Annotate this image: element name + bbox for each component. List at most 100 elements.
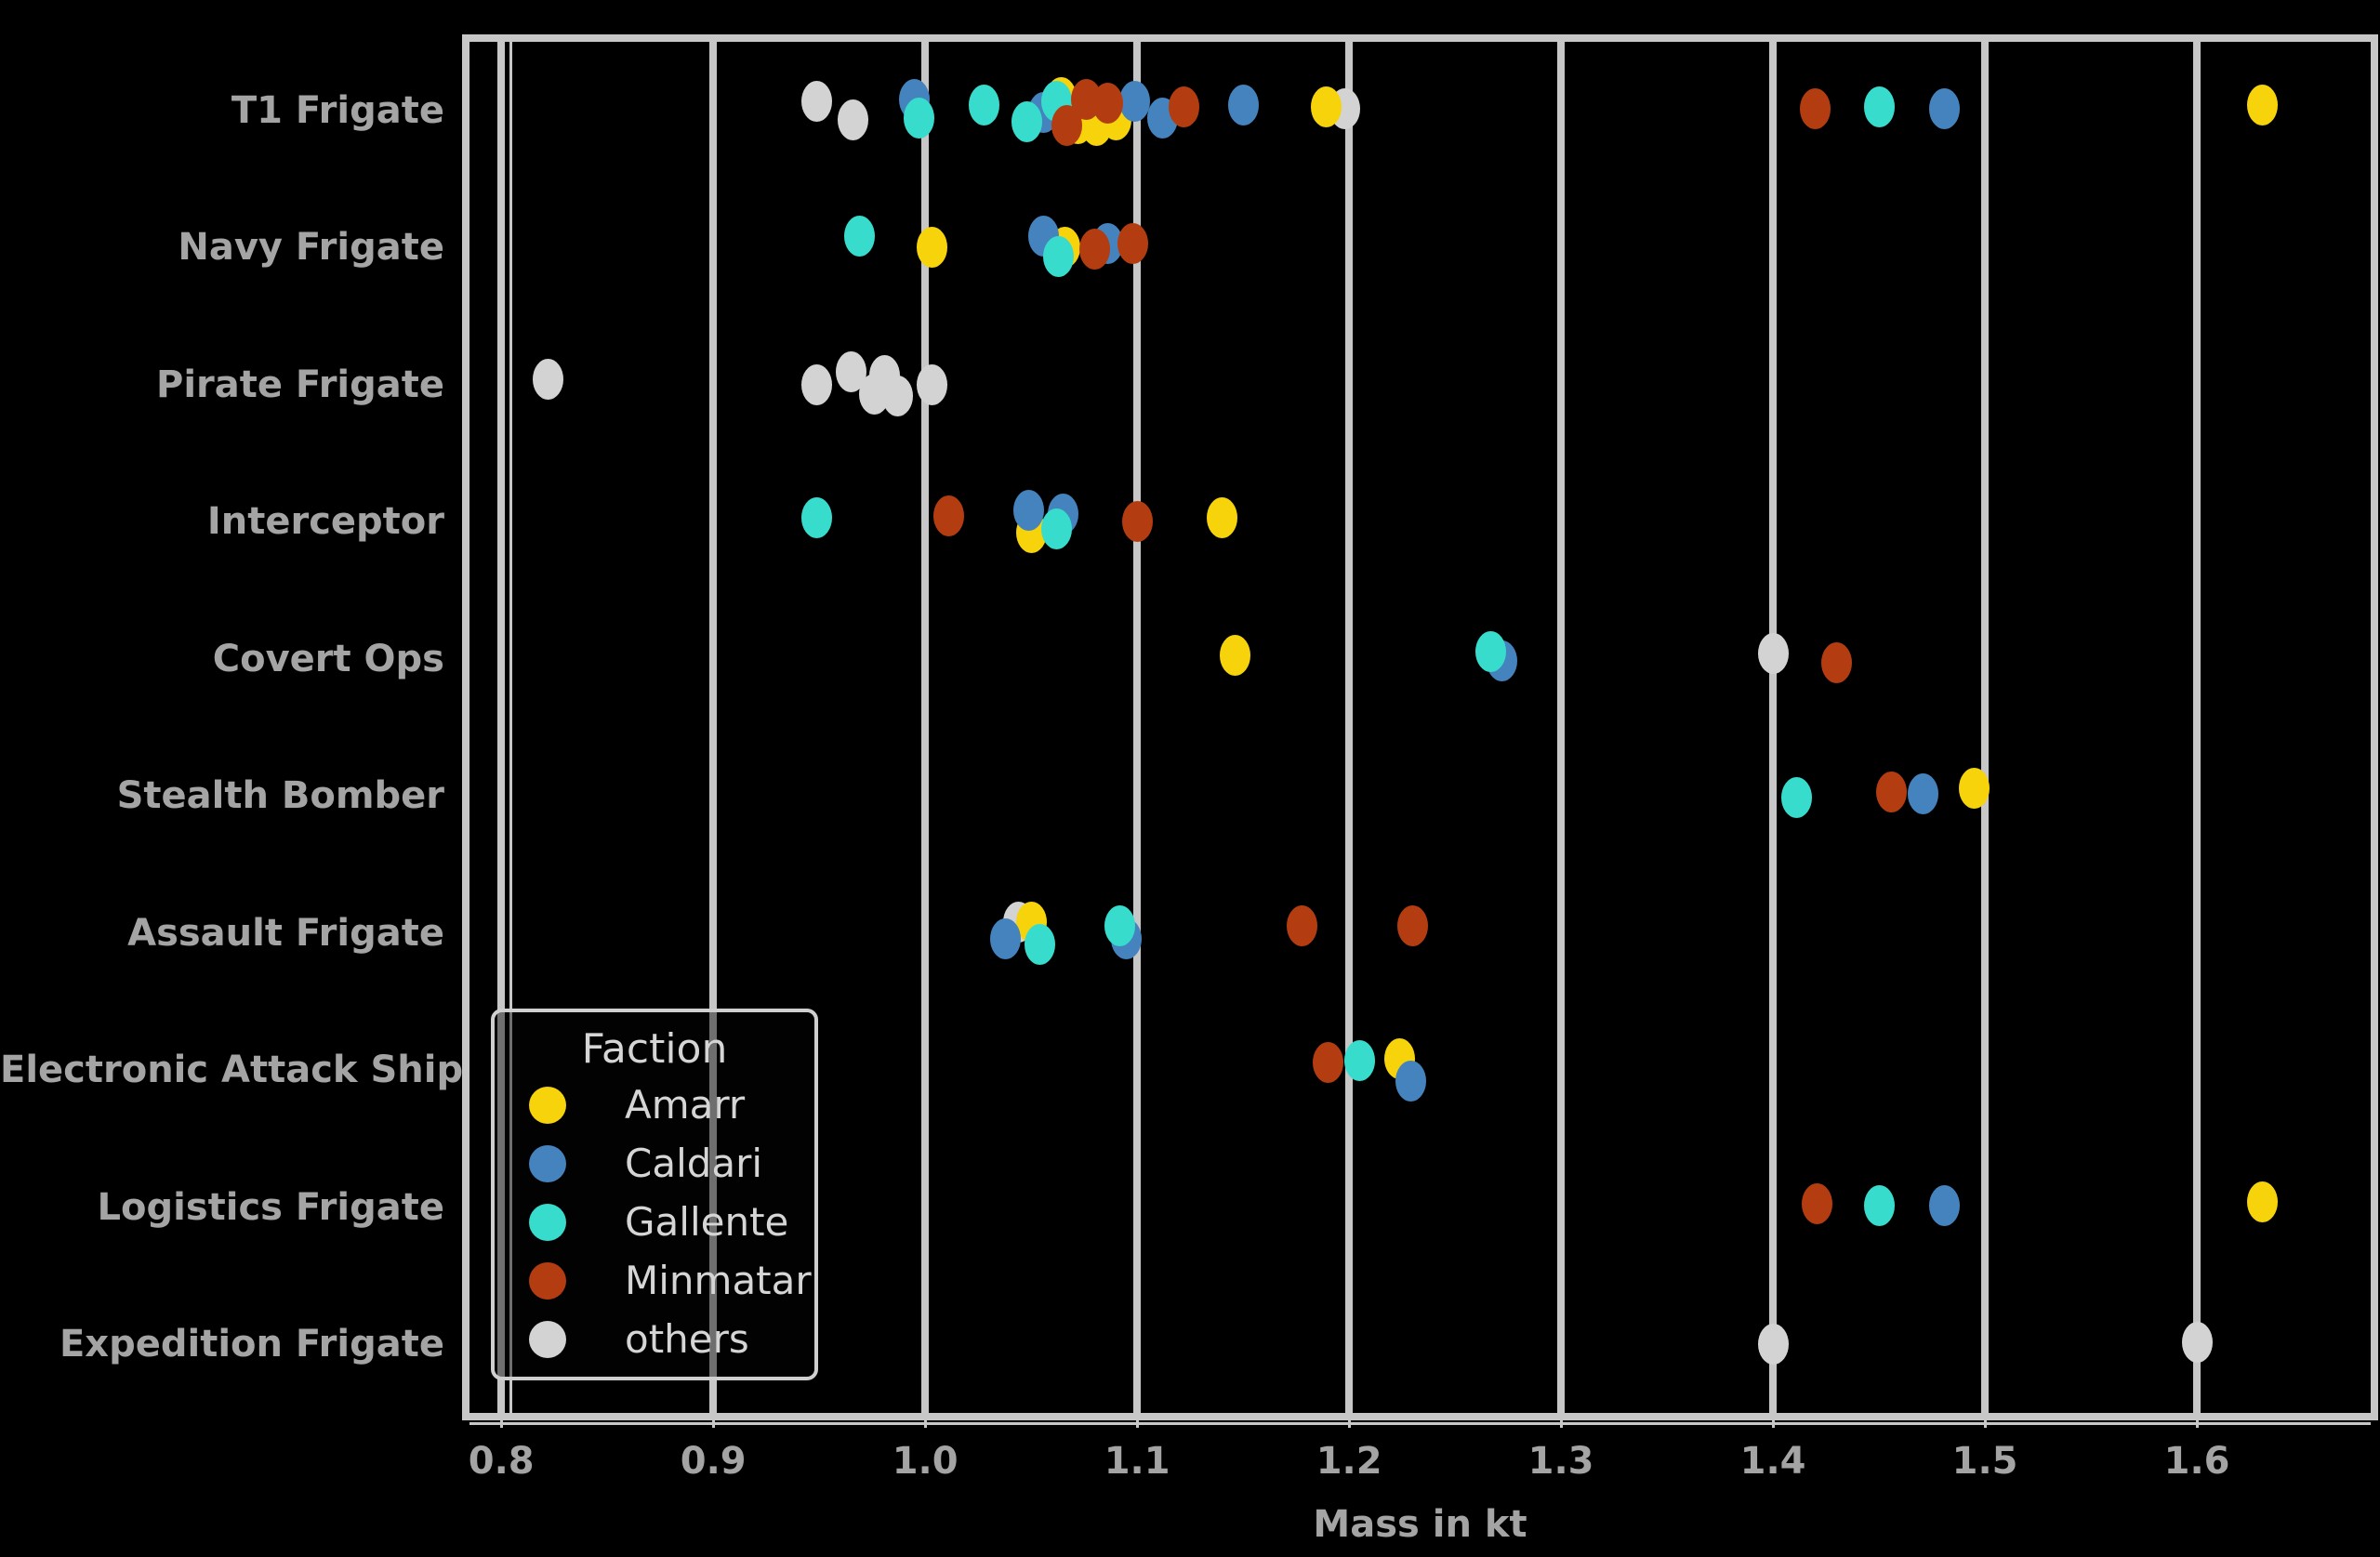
x-tickmark-0.8 xyxy=(499,1413,503,1428)
legend-swatch-icon xyxy=(529,1203,566,1241)
x-gridline-1.3 xyxy=(1557,42,1566,1413)
legend-swatch-icon xyxy=(529,1086,566,1124)
data-point-others xyxy=(882,375,914,416)
x-tick-label-0.9: 0.9 xyxy=(680,1440,747,1483)
legend-item-label: Amarr xyxy=(625,1082,746,1128)
x-gridline-1.4 xyxy=(1769,42,1778,1413)
data-point-gallente xyxy=(843,216,875,257)
data-point-minmatar xyxy=(1802,1182,1833,1224)
data-point-minmatar xyxy=(1287,904,1318,946)
x-gridline-0.8 xyxy=(497,42,506,1413)
data-point-amarr xyxy=(2247,1181,2279,1222)
data-point-minmatar xyxy=(1876,772,1908,813)
data-point-gallente xyxy=(969,84,1000,125)
data-point-amarr xyxy=(1219,634,1250,676)
x-tick-label-1.4: 1.4 xyxy=(1739,1440,1806,1483)
y-category-label: Navy Frigate xyxy=(178,226,444,270)
legend-swatch-icon xyxy=(529,1261,566,1300)
data-point-gallente xyxy=(903,97,934,139)
x-axis-label: Mass in kt xyxy=(1313,1503,1527,1546)
data-point-caldari xyxy=(1227,84,1259,125)
x-tick-label-1.2: 1.2 xyxy=(1316,1440,1382,1483)
x-tick-label-1.6: 1.6 xyxy=(2163,1440,2230,1483)
legend-item-minmatar: Minmatar xyxy=(495,1251,814,1310)
x-tick-label-1.3: 1.3 xyxy=(1527,1440,1594,1483)
x-gridline-1.0 xyxy=(921,42,930,1413)
data-point-gallente xyxy=(1043,236,1075,278)
data-point-others xyxy=(838,99,869,140)
x-tickmark-1.2 xyxy=(1347,1413,1351,1428)
data-point-caldari xyxy=(1929,1184,1961,1226)
data-point-gallente xyxy=(1863,86,1895,127)
bottom-axis-thin-line xyxy=(469,1422,2371,1425)
x-tickmark-0.9 xyxy=(711,1413,715,1428)
data-point-minmatar xyxy=(1397,904,1429,946)
x-tickmark-1.0 xyxy=(923,1413,927,1428)
data-point-gallente xyxy=(1012,100,1043,142)
x-gridline-1.2 xyxy=(1345,42,1354,1413)
x-tick-label-1.1: 1.1 xyxy=(1104,1440,1170,1483)
legend-title: Faction xyxy=(581,1025,728,1073)
x-gridline-1.1 xyxy=(1133,42,1142,1413)
data-point-caldari xyxy=(990,917,1022,959)
data-point-others xyxy=(1757,1324,1789,1366)
legend-item-caldari: Caldari xyxy=(495,1134,814,1193)
y-category-label: Electronic Attack Ship xyxy=(0,1049,464,1092)
y-category-label: Logistics Frigate xyxy=(97,1185,444,1229)
x-tick-label-1.5: 1.5 xyxy=(1951,1440,2018,1483)
data-point-amarr xyxy=(1310,86,1342,127)
data-point-caldari xyxy=(1119,80,1151,122)
legend-swatch-icon xyxy=(529,1144,566,1182)
x-tickmark-1.5 xyxy=(1983,1413,1987,1428)
data-point-minmatar xyxy=(1117,223,1149,265)
data-point-minmatar xyxy=(1091,82,1123,124)
legend-item-amarr: Amarr xyxy=(495,1075,814,1134)
data-point-amarr xyxy=(2247,84,2279,125)
data-point-others xyxy=(801,363,833,405)
data-point-caldari xyxy=(1908,773,1939,815)
legend-item-gallente: Gallente xyxy=(495,1193,814,1251)
legend-items: Amarr Caldari Gallente Minmatar others xyxy=(495,1075,814,1368)
x-tickmark-1.3 xyxy=(1559,1413,1563,1428)
legend-swatch-icon xyxy=(529,1320,566,1358)
legend-item-others: others xyxy=(495,1310,814,1368)
legend: Faction Amarr Caldari Gallente Minmatar othe… xyxy=(491,1009,818,1380)
x-tickmark-1.6 xyxy=(2195,1413,2199,1428)
data-point-minmatar xyxy=(932,495,964,537)
x-gridline-1.5 xyxy=(1981,42,1990,1413)
plot-frame xyxy=(462,34,2378,1420)
data-point-gallente xyxy=(1863,1184,1895,1226)
data-point-gallente xyxy=(1024,923,1055,965)
data-point-minmatar xyxy=(1079,229,1111,270)
legend-item-label: Minmatar xyxy=(625,1258,812,1303)
data-point-gallente xyxy=(1041,508,1072,550)
x-gridline-1.6 xyxy=(2193,42,2202,1413)
data-point-gallente xyxy=(1780,777,1812,819)
data-point-others xyxy=(1757,632,1789,674)
data-point-minmatar xyxy=(1121,501,1153,543)
data-point-caldari xyxy=(1395,1061,1426,1102)
data-point-others xyxy=(916,363,947,405)
data-point-caldari xyxy=(1013,490,1045,532)
data-point-gallente xyxy=(1344,1040,1376,1082)
data-point-gallente xyxy=(1475,630,1507,672)
data-point-gallente xyxy=(801,497,833,539)
legend-item-label: Gallente xyxy=(625,1199,789,1245)
y-category-label: Stealth Bomber xyxy=(116,774,444,818)
legend-item-label: others xyxy=(625,1316,749,1362)
y-category-label: Pirate Frigate xyxy=(156,363,444,406)
y-category-label: Assault Frigate xyxy=(127,911,444,955)
left-axis-thin-line xyxy=(509,42,513,1413)
data-point-minmatar xyxy=(1800,87,1831,129)
data-point-amarr xyxy=(1206,497,1237,539)
x-tick-label-0.8: 0.8 xyxy=(468,1440,535,1483)
data-point-caldari xyxy=(1929,87,1961,129)
data-point-amarr xyxy=(916,227,947,269)
data-point-others xyxy=(532,358,563,400)
data-point-others xyxy=(2181,1322,2213,1364)
y-category-label: Interceptor xyxy=(206,500,444,544)
x-tickmark-1.1 xyxy=(1135,1413,1139,1428)
data-point-minmatar xyxy=(1168,86,1199,127)
legend-item-label: Caldari xyxy=(625,1141,763,1186)
